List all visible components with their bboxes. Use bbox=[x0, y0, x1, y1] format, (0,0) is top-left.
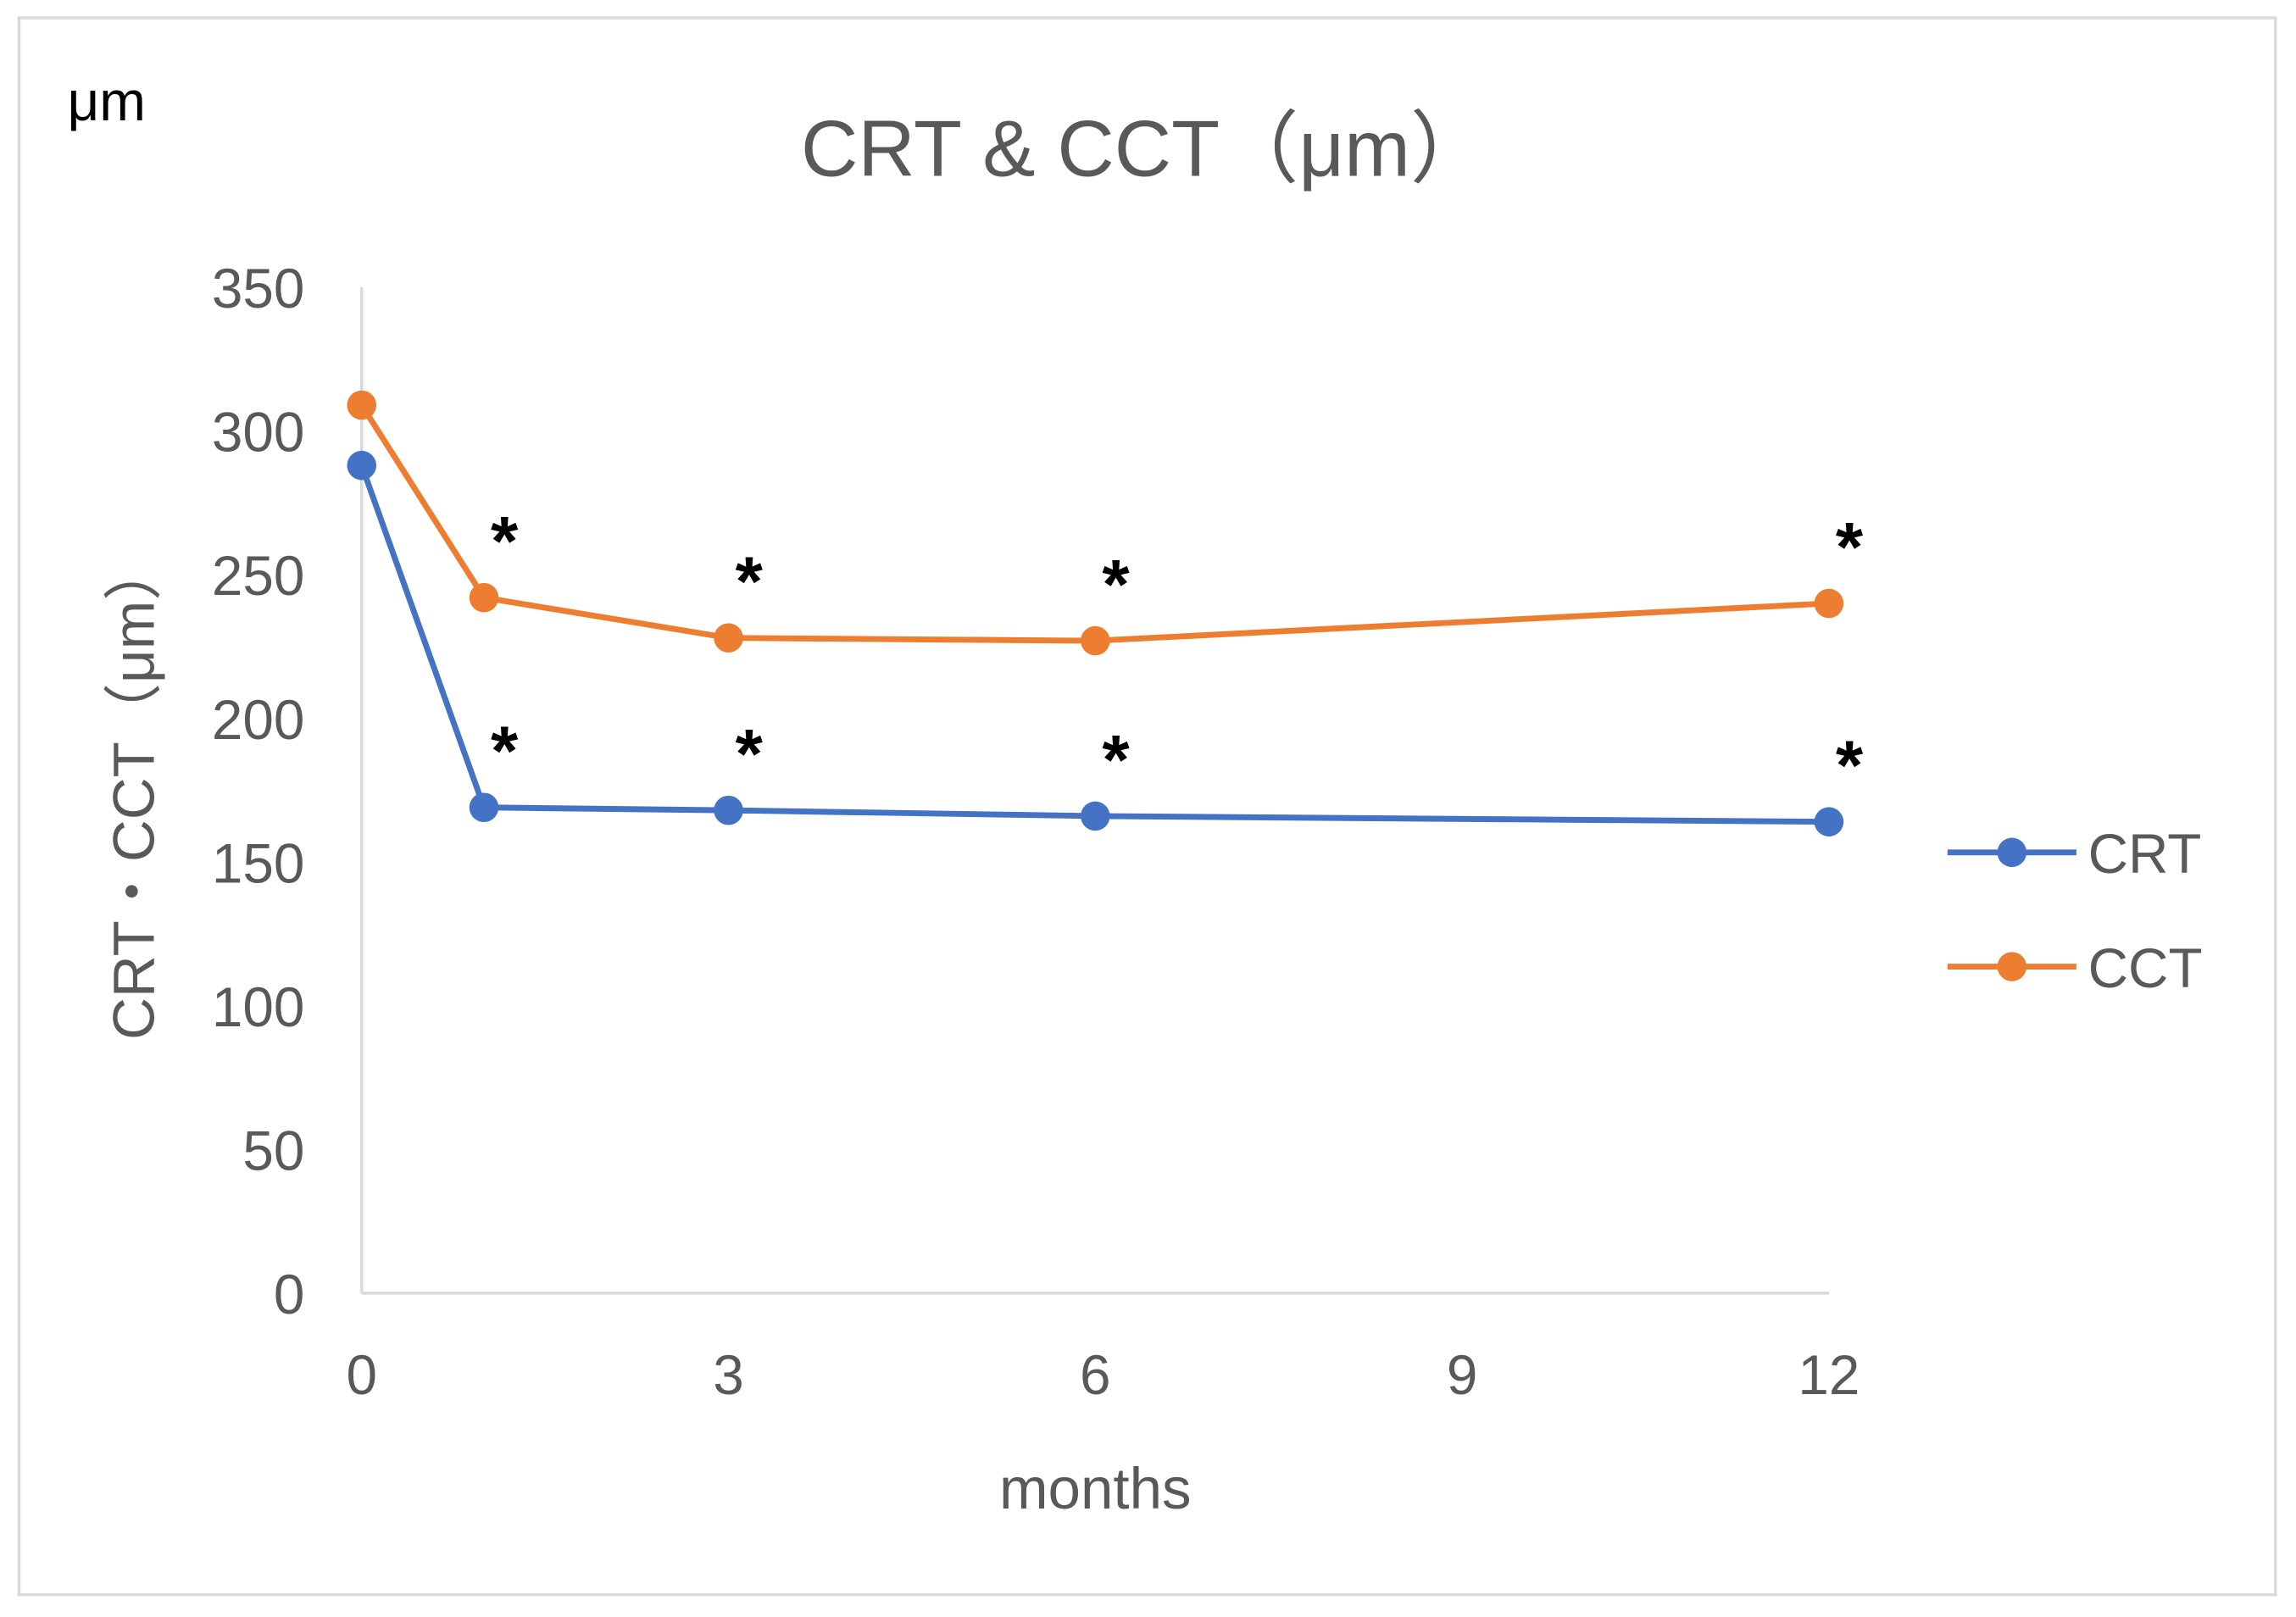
y-tick-label: 200 bbox=[212, 689, 305, 751]
x-axis-label: months bbox=[999, 1455, 1192, 1521]
data-point-crt bbox=[469, 792, 499, 823]
significance-asterisk: * bbox=[1102, 545, 1130, 624]
data-point-crt bbox=[1081, 801, 1110, 831]
significance-asterisk: * bbox=[1836, 508, 1864, 586]
data-point-cct bbox=[469, 582, 499, 613]
x-tick-label: 3 bbox=[713, 1344, 744, 1406]
data-point-crt bbox=[714, 795, 743, 825]
significance-asterisk: * bbox=[1102, 720, 1130, 799]
data-point-cct bbox=[1081, 625, 1110, 656]
y-tick-label: 0 bbox=[274, 1264, 305, 1325]
y-tick-label: 350 bbox=[212, 258, 305, 320]
x-tick-label: 0 bbox=[346, 1344, 377, 1406]
data-point-cct bbox=[347, 390, 377, 420]
data-point-cct bbox=[1814, 588, 1844, 619]
significance-asterisk: * bbox=[736, 542, 764, 621]
y-tick-label: 250 bbox=[212, 545, 305, 607]
significance-asterisk: * bbox=[491, 502, 519, 581]
legend-marker-cct bbox=[1997, 952, 2027, 981]
y-tick-label: 300 bbox=[212, 402, 305, 464]
x-tick-label: 9 bbox=[1447, 1344, 1478, 1406]
chart-title: CRT & CCT（μm） bbox=[801, 105, 1489, 193]
y-tick-label: 50 bbox=[242, 1120, 304, 1181]
y-tick-label: 100 bbox=[212, 976, 305, 1038]
significance-asterisk: * bbox=[491, 712, 519, 791]
x-tick-label: 12 bbox=[1798, 1344, 1860, 1406]
legend-marker-crt bbox=[1997, 837, 2027, 868]
significance-asterisk: * bbox=[1836, 726, 1864, 805]
y-tick-label: 150 bbox=[212, 832, 305, 894]
data-point-cct bbox=[714, 623, 743, 653]
data-point-crt bbox=[1814, 807, 1844, 836]
significance-asterisk: * bbox=[736, 714, 764, 793]
legend-label-crt: CRT bbox=[2088, 823, 2202, 885]
y-axis-label: CRT・CCT（μm） bbox=[100, 542, 166, 1040]
data-point-crt bbox=[347, 450, 377, 481]
x-tick-label: 6 bbox=[1080, 1344, 1111, 1406]
unit-label: μm bbox=[67, 70, 146, 132]
chart-border bbox=[17, 16, 2277, 1597]
legend-label-cct: CCT bbox=[2088, 937, 2203, 999]
